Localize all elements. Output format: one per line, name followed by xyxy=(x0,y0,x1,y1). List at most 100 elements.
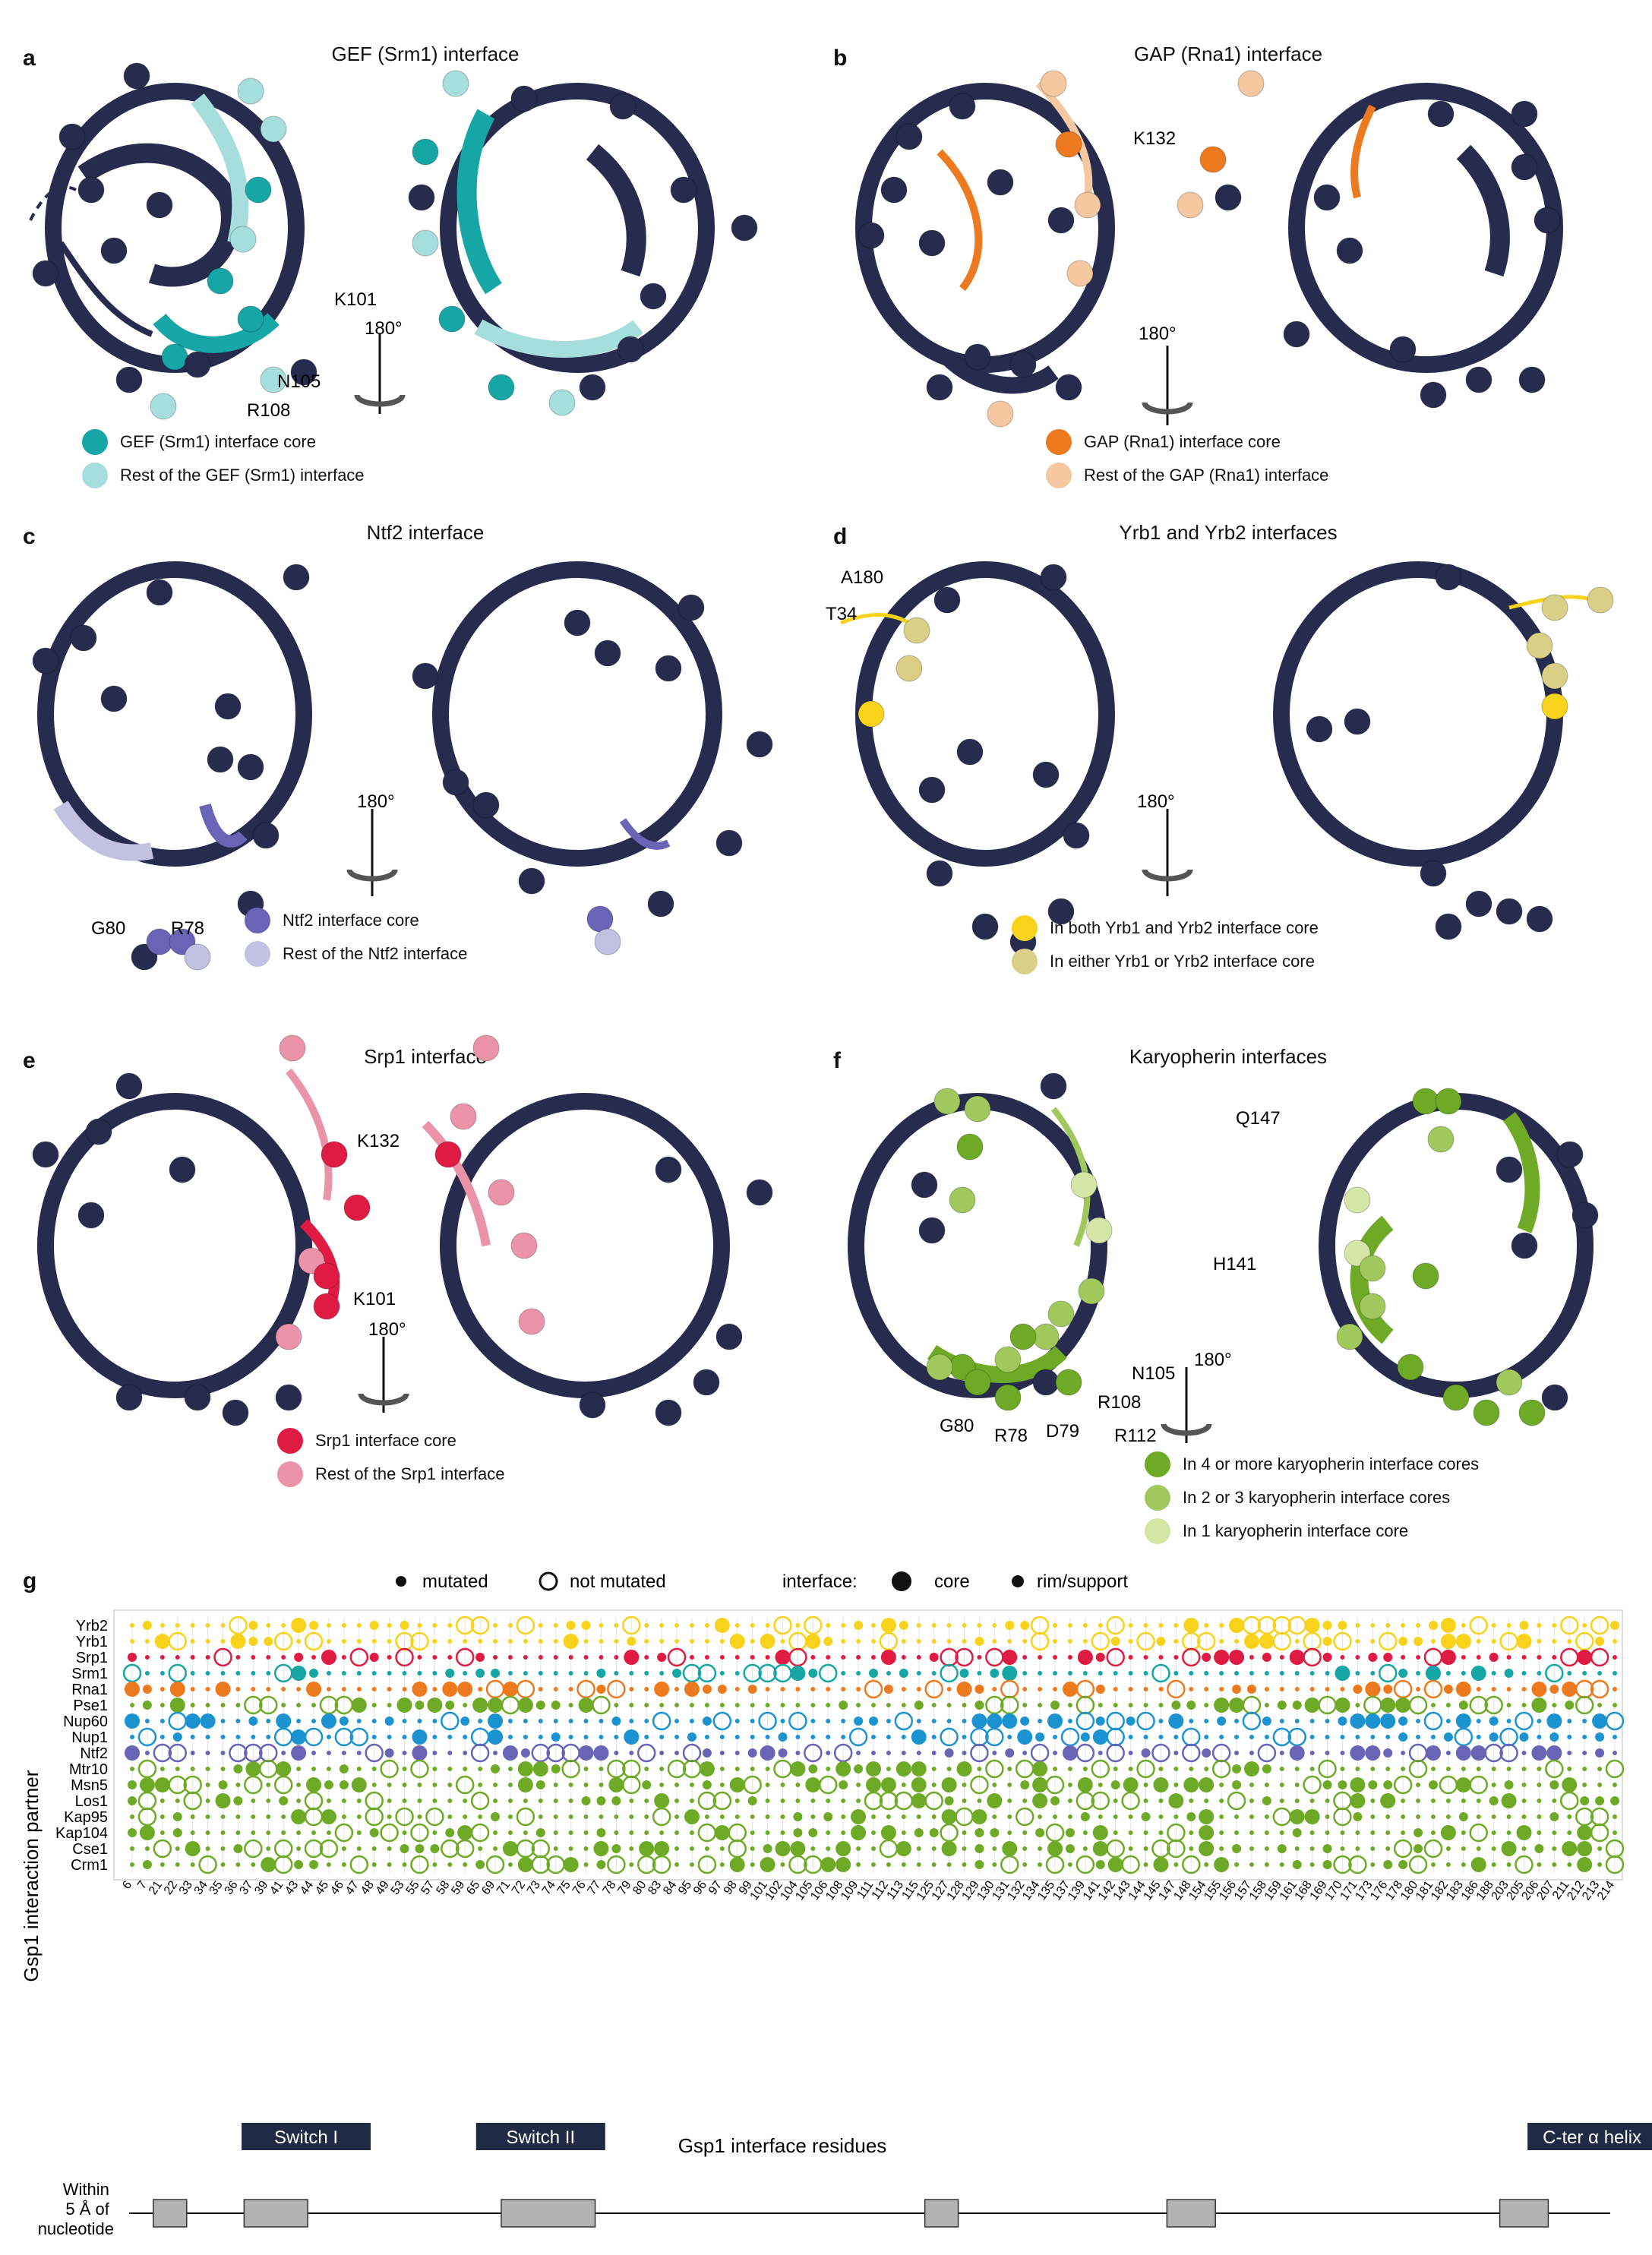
residue-marker xyxy=(1173,1814,1179,1819)
residue-marker xyxy=(491,1812,501,1821)
residue-marker xyxy=(1491,1671,1496,1675)
residue-marker xyxy=(758,1663,777,1683)
residue-marker xyxy=(659,1671,665,1675)
residue-sphere xyxy=(964,1095,991,1123)
residue-marker xyxy=(1292,1701,1302,1710)
residue-marker xyxy=(296,1830,302,1835)
residue-sphere xyxy=(918,229,946,257)
residue-marker xyxy=(1035,1828,1045,1837)
residue-marker xyxy=(523,1639,528,1644)
residue-marker xyxy=(311,1719,317,1723)
residue-marker xyxy=(432,1862,437,1867)
residue-sphere xyxy=(994,1384,1022,1411)
legend-swatch xyxy=(1145,1451,1170,1477)
residue-marker xyxy=(185,1841,201,1856)
residue-marker xyxy=(402,1783,407,1787)
gsp1-structure-front: 180° K101 N105 R108 xyxy=(29,62,758,421)
residue-marker xyxy=(1582,1623,1587,1628)
residue-marker xyxy=(266,1719,271,1723)
residue-marker xyxy=(941,1777,957,1792)
panel-f: f Karyopherin interfaces 180° Q147 H141 … xyxy=(826,1003,1652,1549)
residue-marker xyxy=(1007,1767,1012,1771)
residue-sphere xyxy=(283,564,310,591)
residue-marker xyxy=(689,1799,694,1803)
residue-marker xyxy=(962,1846,967,1851)
residue-marker xyxy=(205,1814,210,1819)
residue-marker xyxy=(1173,1735,1179,1739)
legend-item: Rest of the Ntf2 interface xyxy=(245,937,467,971)
residue-marker xyxy=(1143,1687,1148,1691)
residue-marker xyxy=(826,1687,831,1691)
residue-marker xyxy=(175,1862,180,1867)
rotation-arrow: 180° xyxy=(358,1319,409,1413)
residue-marker xyxy=(1425,1666,1441,1681)
residue-marker xyxy=(1370,1767,1376,1771)
residue-marker xyxy=(387,1671,392,1675)
residue-marker xyxy=(517,1761,533,1777)
residue-marker xyxy=(463,1814,468,1819)
residue-marker xyxy=(599,1719,604,1723)
residue-marker xyxy=(1370,1846,1376,1851)
residue-marker xyxy=(154,1634,170,1649)
residue-marker xyxy=(1416,1783,1421,1787)
residue-marker xyxy=(190,1703,195,1707)
residue-marker xyxy=(1076,1791,1095,1811)
residue-marker xyxy=(1378,1663,1398,1683)
residue-marker xyxy=(1183,1777,1199,1792)
residue-marker xyxy=(311,1751,317,1755)
residue-marker xyxy=(1590,1647,1609,1667)
residue-marker xyxy=(1186,1701,1196,1710)
residue-marker xyxy=(502,1745,518,1761)
legend-label: Rest of the GAP (Rna1) interface xyxy=(1084,466,1329,485)
nucleotide-track: Within 5 Å of nucleotide xyxy=(38,2180,1610,2238)
residue-marker xyxy=(1340,1846,1345,1851)
residue-marker xyxy=(493,1799,498,1803)
residue-marker xyxy=(704,1846,709,1851)
residue-marker xyxy=(432,1735,437,1739)
residue-marker xyxy=(931,1623,937,1628)
residue-marker xyxy=(765,1767,770,1771)
residue-marker xyxy=(674,1719,680,1723)
residue-marker xyxy=(1416,1623,1421,1628)
residue-marker xyxy=(931,1846,937,1851)
residue-marker xyxy=(1262,1717,1271,1726)
residue-marker xyxy=(629,1751,634,1755)
legend-item: In both Yrb1 and Yrb2 interface core xyxy=(1012,911,1319,945)
residue-marker xyxy=(608,1777,624,1792)
residue-sphere xyxy=(1177,191,1204,219)
residue-marker xyxy=(1234,1862,1240,1867)
residue-marker xyxy=(599,1814,604,1819)
residue-marker xyxy=(790,1841,806,1856)
legend-item: GAP (Rna1) interface core xyxy=(1046,425,1328,459)
residue-marker xyxy=(185,1713,201,1729)
residue-marker xyxy=(1309,1751,1315,1755)
residue-marker xyxy=(1234,1751,1240,1755)
residue-marker xyxy=(652,1807,671,1827)
residue-marker xyxy=(507,1719,513,1723)
residue-sphere xyxy=(678,594,705,621)
residue-marker xyxy=(1082,1671,1088,1675)
residue-marker xyxy=(1309,1862,1315,1867)
residue-marker xyxy=(644,1767,649,1771)
residue-marker xyxy=(1445,1719,1451,1723)
residue-marker xyxy=(215,1793,231,1808)
residue-marker xyxy=(309,1860,319,1869)
residue-marker xyxy=(810,1799,816,1803)
residue-marker xyxy=(1428,1621,1438,1630)
residue-marker xyxy=(447,1862,453,1867)
residue-marker xyxy=(826,1751,831,1755)
residue-marker xyxy=(886,1671,891,1675)
residue-marker xyxy=(266,1671,271,1675)
residue-sphere xyxy=(594,928,621,955)
residue-sphere xyxy=(880,176,908,204)
residue-marker xyxy=(856,1783,861,1787)
residue-marker xyxy=(689,1623,694,1628)
residue-marker xyxy=(763,1844,772,1853)
residue-marker xyxy=(1380,1713,1396,1729)
residue-marker xyxy=(1521,1846,1527,1851)
residue-marker xyxy=(251,1830,256,1835)
residue-marker xyxy=(1173,1671,1179,1675)
residue-marker xyxy=(1128,1751,1133,1755)
residue-marker xyxy=(417,1655,422,1660)
residue-marker xyxy=(1340,1751,1345,1755)
